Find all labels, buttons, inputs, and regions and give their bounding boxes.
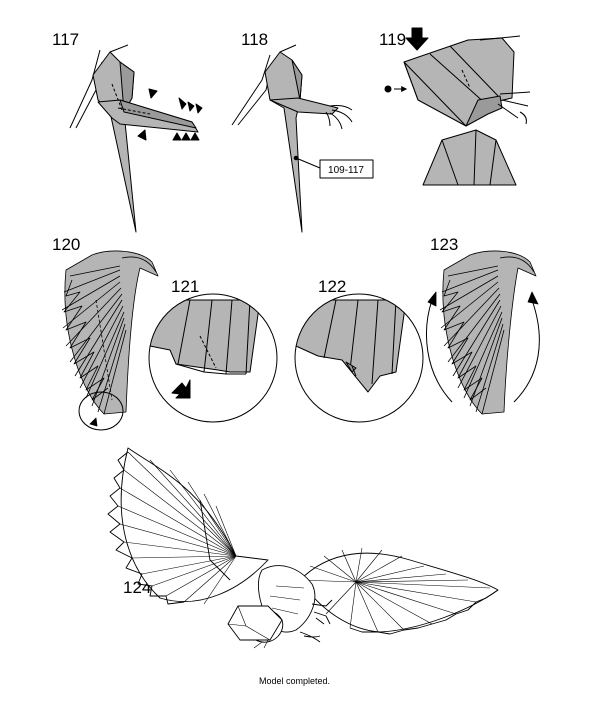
right-wing-fan-lines [299,547,491,633]
diagram-step-124-completed-model [107,447,499,649]
step-number-123: 123 [430,235,459,254]
diagram-step-119 [384,27,531,186]
reference-box [319,159,374,179]
reference-label: 109-117 [328,165,364,176]
step-number-121: 121 [171,277,200,296]
step-number-117: 117 [52,30,80,49]
step-number-124: 124 [123,578,152,597]
step-number-118: 118 [241,30,269,49]
diagram-step-123 [426,250,540,415]
step-number-119: 119 [379,30,407,49]
diagram-step-120 [61,250,159,431]
diagram-step-122 [294,293,424,423]
step-number-122: 122 [318,277,347,296]
diagram-step-118 [231,44,374,233]
caption-model-completed: Model completed. [258,676,331,686]
step-number-120: 120 [52,235,81,254]
left-wing-fan-lines [117,451,237,605]
diagram-step-121 [148,293,278,423]
diagram-step-117 [69,44,203,233]
